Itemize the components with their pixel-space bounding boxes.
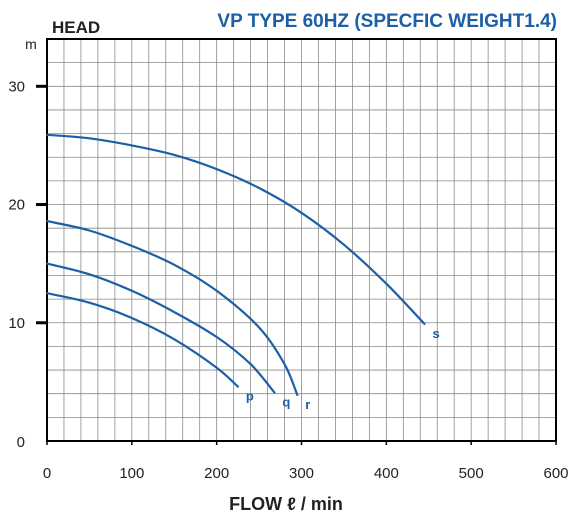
series: s rq p [45,133,440,412]
y-tick-label: 30 [8,78,25,95]
x-axis-label: FLOW ℓ / min [229,494,343,514]
curve-q [45,262,276,394]
y-axis-unit: m [25,36,37,52]
x-tick-label: 300 [289,465,314,482]
curve-label-s: s [433,326,440,341]
curve-label-q: q [282,395,290,410]
curve-s [45,133,426,325]
x-tick-label: 100 [119,465,144,482]
y-tick-label: 0 [17,434,25,451]
y-axis-label: HEAD [52,18,100,37]
x-tick-label: 400 [374,465,399,482]
x-tick-label: 0 [43,465,51,482]
y-tick-label: 10 [8,315,25,332]
curve-r [45,220,299,396]
curve-p [45,292,239,388]
x-tick-label: 200 [204,465,229,482]
chart-title: VP TYPE 60HZ (SPECFIC WEIGHT1.4) [217,11,557,32]
curve-label-p: p [246,389,254,404]
x-tick-label: 500 [459,465,484,482]
y-tick-label: 20 [8,197,25,214]
x-tick-label: 600 [543,465,568,482]
grid [47,39,556,441]
curve-label-r: r [305,397,310,412]
axes: 0 100 200 300 400 500 600 0 10 20 30 [8,78,568,482]
